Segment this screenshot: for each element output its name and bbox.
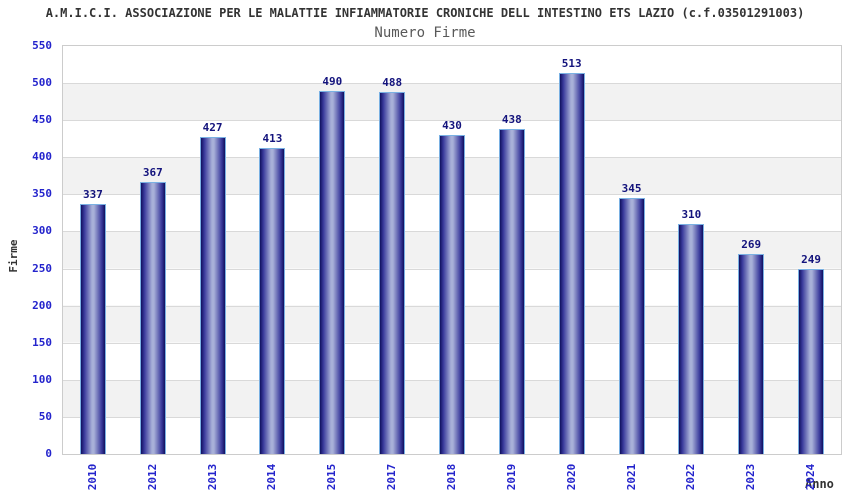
bar-2023 <box>738 254 765 454</box>
bar-2020 <box>558 73 585 454</box>
bar-value-label: 345 <box>621 182 642 196</box>
x-tick-label: 2017 <box>385 463 399 491</box>
chart-subtitle: Numero Firme <box>374 25 476 41</box>
x-tick-label: 2021 <box>624 463 638 491</box>
bar-2018 <box>439 135 465 454</box>
x-tick-label: 2022 <box>684 463 698 491</box>
y-tick-label: 450 <box>32 113 52 127</box>
bar-value-label: 427 <box>202 121 223 135</box>
y-tick-label: 200 <box>32 298 52 312</box>
bar-value-label: 249 <box>801 253 821 267</box>
y-tick-label: 150 <box>32 335 52 349</box>
x-tick-label: 2023 <box>744 463 758 491</box>
y-tick-label: 500 <box>32 76 52 90</box>
bar-value-label: 490 <box>322 74 343 88</box>
x-tick-label: 2014 <box>265 463 279 491</box>
bar-value-label: 438 <box>501 113 522 127</box>
bar-value-label: 513 <box>561 57 582 71</box>
x-tick-label: 2024 <box>804 463 818 491</box>
bar-value-label: 269 <box>741 238 762 252</box>
bar-2014 <box>259 147 286 454</box>
y-tick-label: 100 <box>32 372 52 386</box>
bar-2010 <box>79 204 106 454</box>
y-tick-label: 550 <box>32 39 52 52</box>
bar-2012 <box>139 181 166 454</box>
y-tick-label: 350 <box>32 187 52 201</box>
bar-2021 <box>618 198 645 454</box>
bar-2015 <box>319 90 346 454</box>
y-tick-label: 0 <box>45 447 52 460</box>
x-tick-label: 2015 <box>325 463 339 491</box>
bar-value-label: 367 <box>142 165 163 179</box>
y-tick-label: 300 <box>32 224 52 238</box>
chart-title: A.M.I.C.I. ASSOCIAZIONE PER LE MALATTIE … <box>45 6 805 20</box>
y-tick-label: 400 <box>32 150 52 164</box>
y-tick-label: 250 <box>32 261 52 275</box>
gridline <box>63 120 841 122</box>
bar-2024 <box>798 269 825 454</box>
bar-2013 <box>199 137 226 454</box>
x-tick-label: 2020 <box>564 463 578 491</box>
bar-value-label: 413 <box>262 131 283 145</box>
bar-2019 <box>498 129 525 454</box>
gridline <box>63 83 841 85</box>
bar-value-label: 488 <box>382 76 403 89</box>
plot-area: 337 367 427 413 490 488 430 438 513 345 310 269 249 <box>62 45 842 455</box>
x-tick-label: 2010 <box>85 463 99 491</box>
bar-value-label: 430 <box>442 119 462 133</box>
x-tick-label: 2019 <box>504 463 518 491</box>
bar-2022 <box>678 224 705 454</box>
bar-value-label: 310 <box>681 208 702 222</box>
bar-2017 <box>379 92 406 454</box>
x-tick-label: 2013 <box>205 463 219 491</box>
bar-value-label: 337 <box>83 188 103 202</box>
y-tick-label: 50 <box>38 409 52 423</box>
x-tick-label: 2012 <box>145 463 159 491</box>
x-axis-title: Anno <box>805 477 834 491</box>
x-tick-label: 2018 <box>445 463 458 491</box>
